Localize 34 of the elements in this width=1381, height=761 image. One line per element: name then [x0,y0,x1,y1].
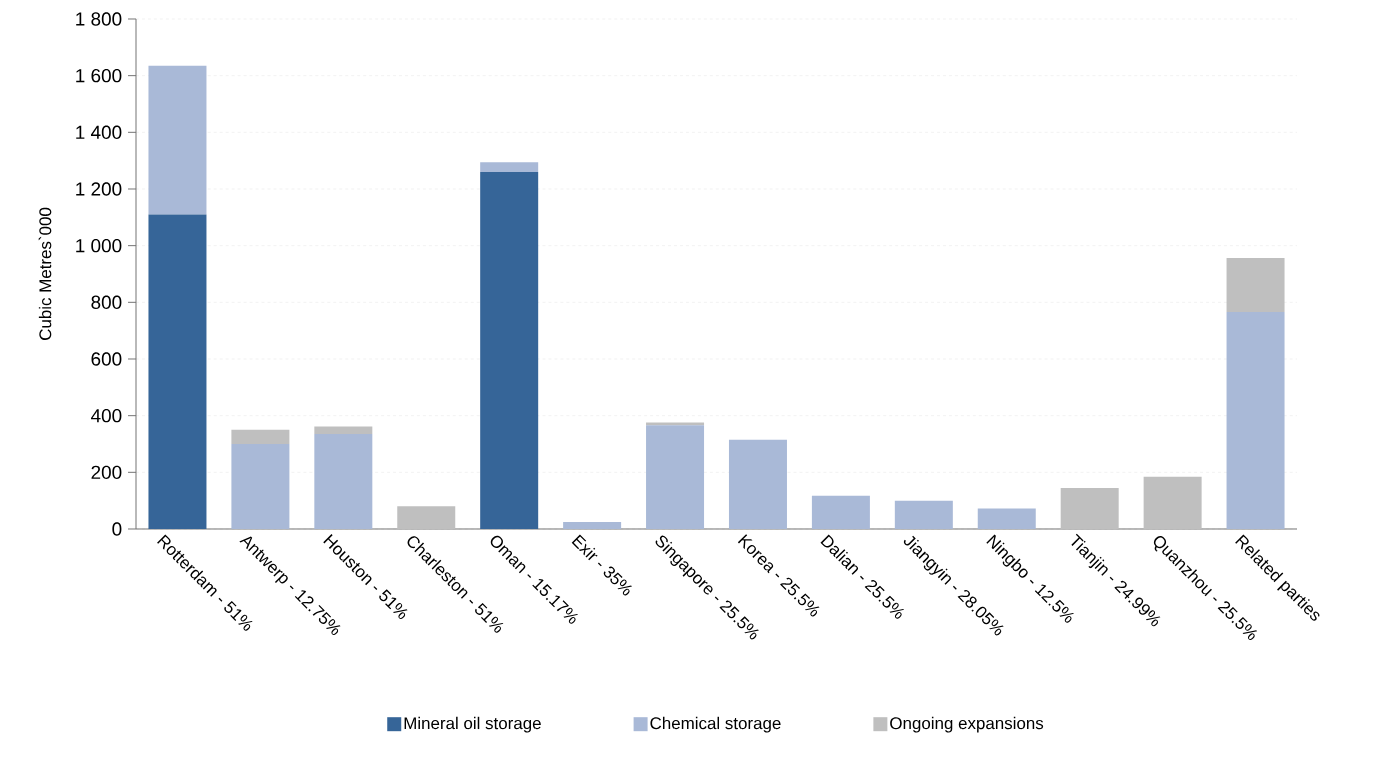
legend-label: Chemical storage [650,716,781,733]
y-tick-label: 200 [91,465,122,480]
y-tick-label: 1 400 [76,125,122,140]
legend-label: Ongoing expansions [890,716,1044,733]
bar [894,500,953,529]
y-tick-label: 1 000 [76,238,122,253]
y-tick-label: 1 600 [76,68,122,83]
y-tick-label: 600 [91,352,122,366]
legend-label: Mineral oil storage [404,716,541,733]
y-tick-label: 400 [91,408,122,423]
bar [977,508,1036,529]
bar [563,521,622,529]
bar [480,162,539,172]
y-tick-label: 0 [112,522,122,536]
bar [1226,258,1285,312]
bar [148,65,207,215]
bar [1226,311,1285,529]
bar [148,214,207,529]
bar [480,171,539,529]
bar [811,495,870,529]
bar [314,434,373,529]
y-tick-label: 800 [91,295,122,310]
bar [646,425,705,529]
bar [231,443,290,529]
bar [314,426,373,435]
y-tick-label: 1 200 [76,182,122,196]
bar [231,429,290,444]
y-axis-title: Cubic Metres`000 [38,207,52,340]
bar [1060,487,1119,529]
bar [646,422,705,426]
y-tick-label: 1 800 [76,12,122,26]
bar [1143,476,1202,529]
bar [397,506,456,529]
bar [728,439,787,529]
